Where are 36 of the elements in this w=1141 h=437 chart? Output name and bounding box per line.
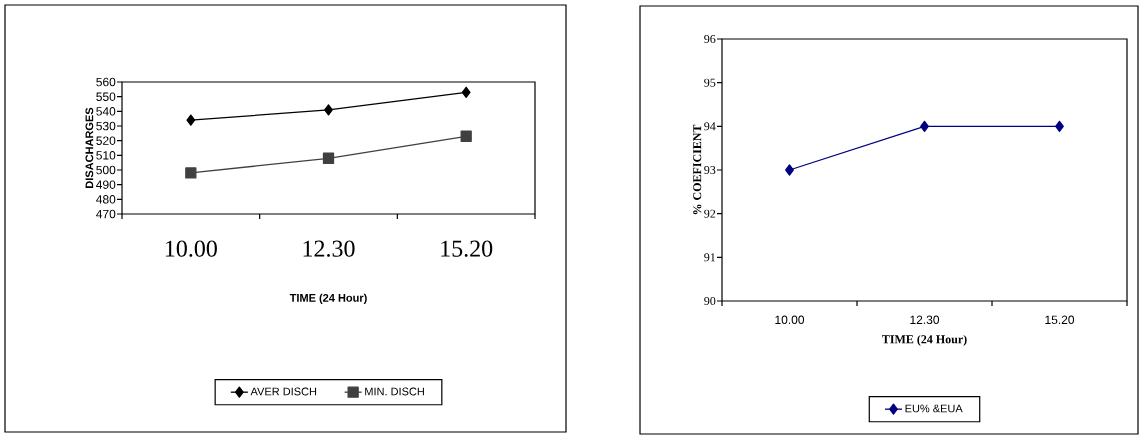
- y-tick-label: 520: [96, 136, 116, 145]
- y-tick-label: 490: [96, 180, 116, 189]
- y-tick-label: 90: [704, 296, 716, 306]
- y-tick-label: 96: [704, 34, 716, 44]
- point: [322, 152, 335, 164]
- x-axis-title: TIME (24 Hour): [289, 293, 367, 304]
- y-tick-label: 550: [96, 92, 116, 101]
- x-tick-label: 10.00: [165, 240, 217, 257]
- y-tick-label: 530: [96, 121, 116, 131]
- y-tick-label: 470: [96, 209, 116, 219]
- y-tick-label: 91: [704, 253, 716, 262]
- legend-label: EU% &EUA: [905, 404, 963, 413]
- y-tick-label: 500: [96, 165, 116, 175]
- legend-label: MIN. DISCH: [365, 387, 424, 396]
- point: [324, 104, 333, 116]
- point: [186, 114, 196, 126]
- y-tick-label: 540: [96, 107, 116, 116]
- x-tick-label: 12.30: [303, 240, 355, 257]
- y-tick-label: 510: [96, 151, 116, 160]
- x-tick-label: 12.30: [910, 315, 940, 325]
- y-tick-label: 480: [96, 195, 116, 204]
- point: [185, 167, 197, 179]
- legend-label: AVER DISCH: [250, 387, 317, 396]
- x-axis-title: TIME (24 Hour): [882, 334, 967, 346]
- y-axis-title: % COEFICIENT: [693, 124, 702, 215]
- x-tick-label: 15.20: [441, 240, 493, 257]
- x-tick-label: 15.20: [1045, 315, 1075, 325]
- x-tick-label: 10.00: [775, 315, 805, 325]
- point: [460, 130, 472, 142]
- point: [461, 86, 471, 98]
- y-tick-label: 93: [704, 165, 716, 175]
- y-tick-label: 95: [704, 78, 716, 87]
- y-tick-label: 560: [96, 77, 116, 87]
- y-tick-label: 94: [704, 122, 716, 131]
- y-axis-title: DISACHARGES: [85, 107, 94, 188]
- y-tick-label: 92: [704, 209, 716, 218]
